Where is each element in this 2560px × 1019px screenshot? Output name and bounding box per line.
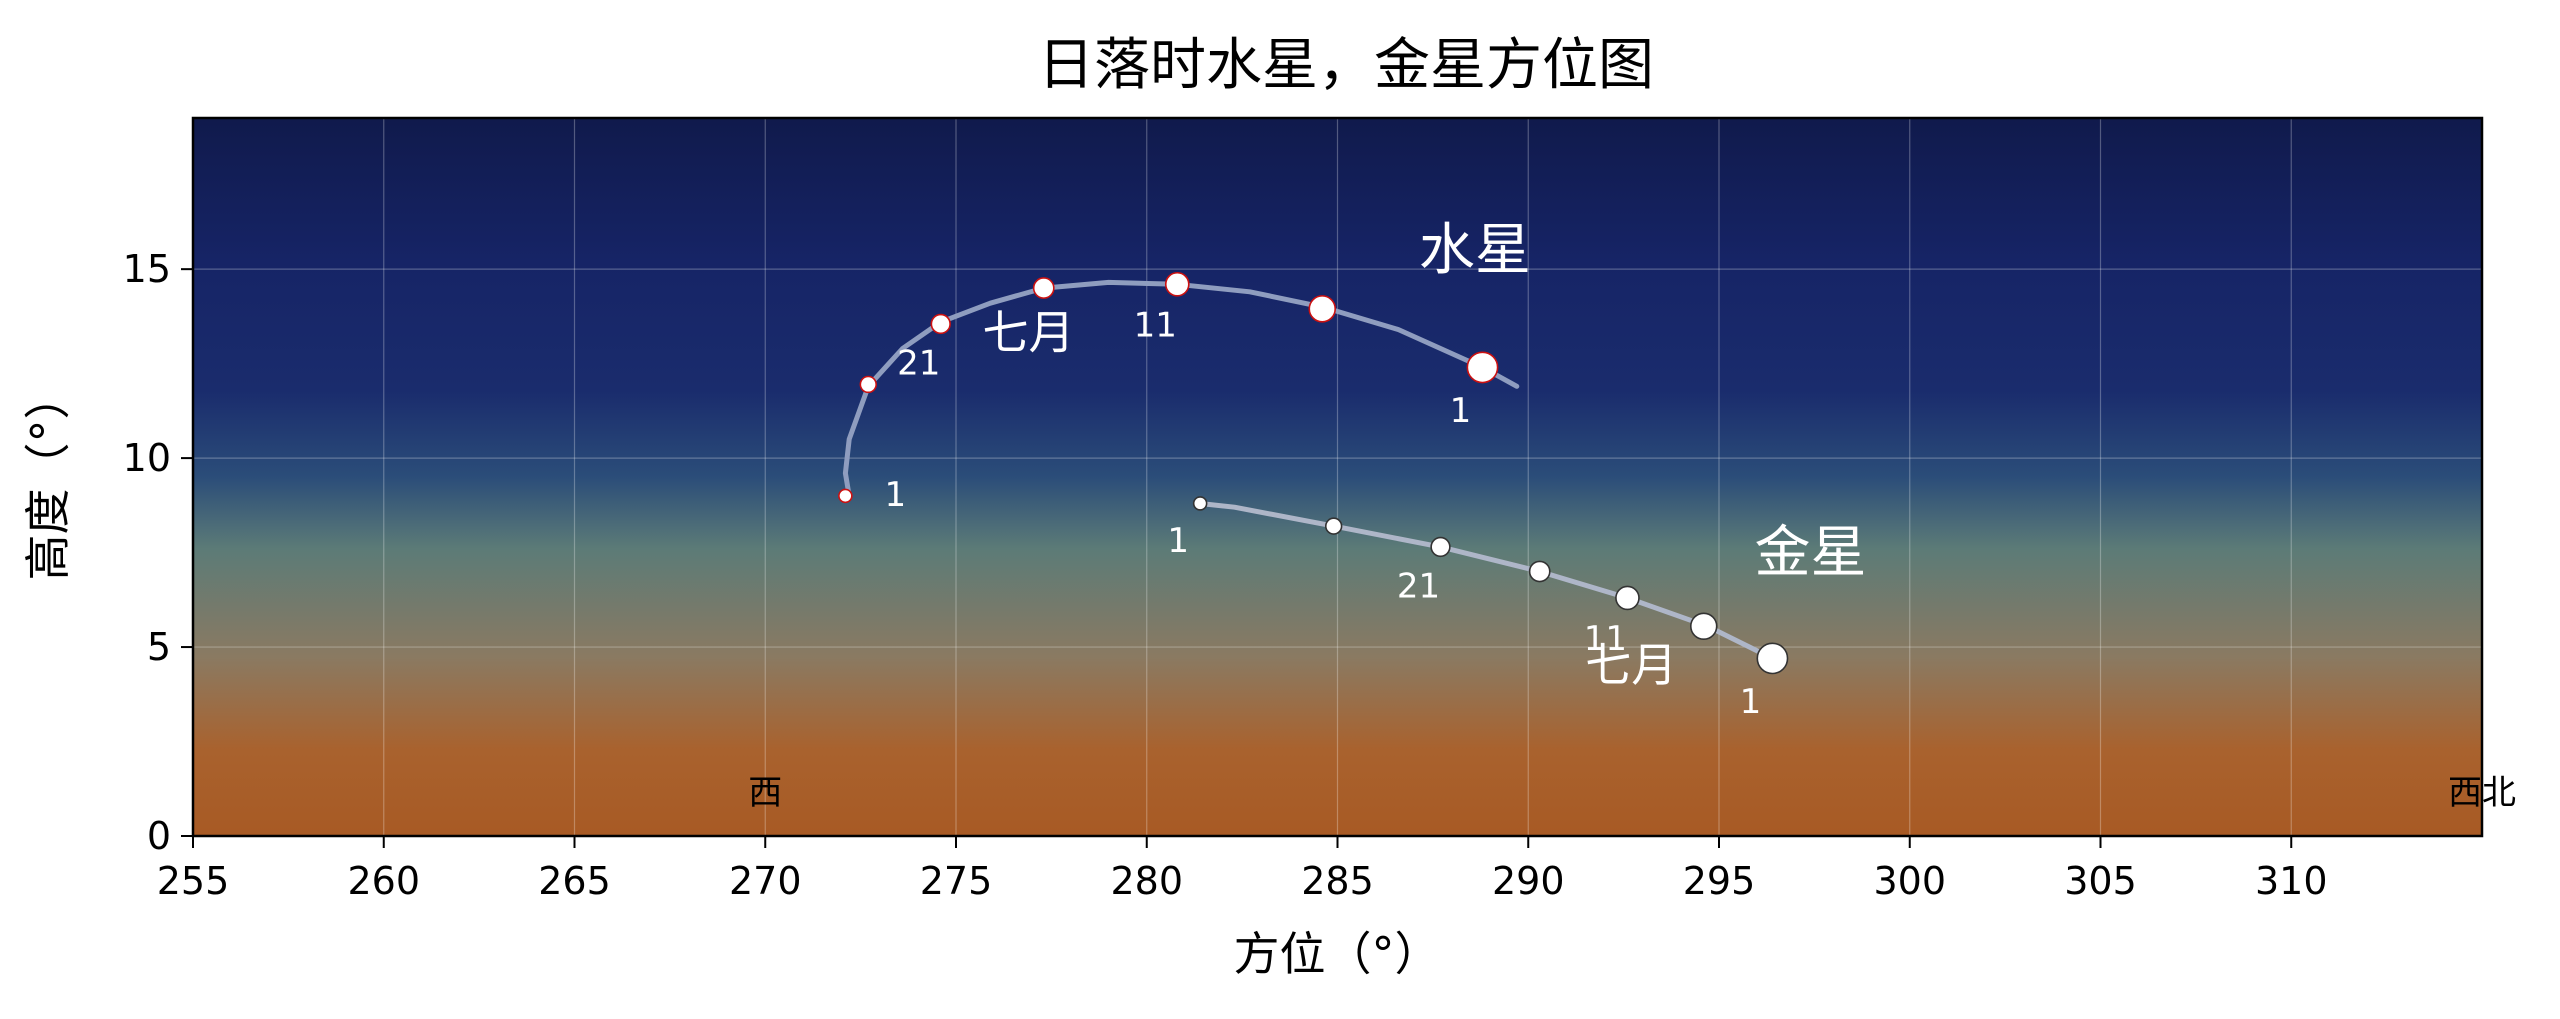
x-tick-label: 285 xyxy=(1301,859,1374,903)
day-label: 21 xyxy=(1397,566,1440,606)
day-label: 11 xyxy=(1134,305,1177,345)
y-ticks: 0 5 10 15 xyxy=(123,247,193,858)
data-point xyxy=(859,375,877,394)
x-tick-label: 275 xyxy=(920,859,993,903)
y-tick-label: 5 xyxy=(147,625,171,669)
y-tick-label: 0 xyxy=(147,814,171,858)
data-point xyxy=(1756,642,1789,675)
x-tick-label: 300 xyxy=(1873,859,1946,903)
x-tick-label: 305 xyxy=(2064,859,2137,903)
x-tick-label: 270 xyxy=(729,859,802,903)
y-tick-label: 15 xyxy=(123,247,171,291)
x-tick-label: 280 xyxy=(1110,859,1183,903)
data-point xyxy=(1528,560,1551,583)
x-tick-label: 290 xyxy=(1492,859,1565,903)
grid xyxy=(192,118,2482,837)
planet-name-label: 金星 xyxy=(1755,520,1867,585)
direction-label: 西 xyxy=(748,773,782,813)
x-tick-label: 260 xyxy=(347,859,420,903)
x-ticks: 255 260 265 270 275 280 285 290 295 300 305 310 xyxy=(157,836,2328,903)
day-label: 11 xyxy=(1584,619,1627,659)
data-point xyxy=(930,313,951,335)
month-label: 七月 xyxy=(1585,638,1677,692)
plot-background xyxy=(193,118,2482,836)
x-tick-label: 295 xyxy=(1683,859,1756,903)
day-label: 1 xyxy=(1167,521,1189,561)
planet-name-label: 水星 xyxy=(1419,218,1531,283)
data-point xyxy=(1615,585,1640,611)
x-tick-label: 255 xyxy=(157,859,230,903)
data-point xyxy=(1430,536,1451,558)
day-label: 21 xyxy=(897,343,940,383)
month-label: 七月 xyxy=(982,306,1074,360)
data-point xyxy=(1466,351,1499,384)
data-point xyxy=(1324,517,1343,535)
data-point xyxy=(838,488,853,504)
day-label: 1 xyxy=(1740,682,1762,722)
points xyxy=(838,271,1789,675)
y-tick-label: 10 xyxy=(123,436,171,480)
day-label: 1 xyxy=(1450,391,1472,431)
x-axis-label: 方位（°） xyxy=(1234,927,1441,981)
data-point xyxy=(1192,496,1208,511)
x-tick-label: 265 xyxy=(538,859,611,903)
x-tick-label: 310 xyxy=(2255,859,2328,903)
data-point xyxy=(1032,277,1055,299)
data-point xyxy=(1308,295,1337,323)
y-axis-label: 高度（°） xyxy=(21,374,75,581)
day-label: 1 xyxy=(885,475,907,515)
data-point xyxy=(1164,271,1190,297)
chart-title: 日落时水星，金星方位图 xyxy=(1038,33,1654,98)
data-point xyxy=(1689,612,1718,641)
